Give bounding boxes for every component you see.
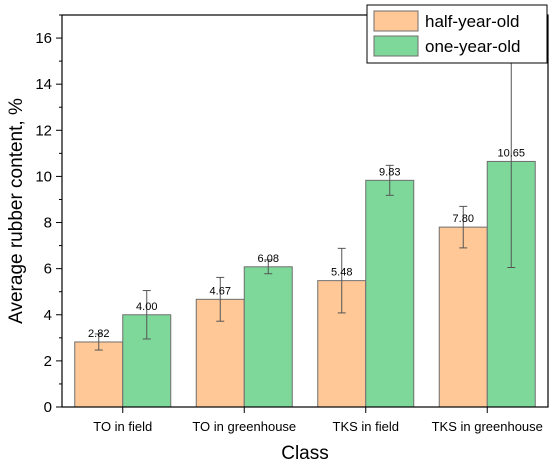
data-label-one-year-old-0: 4.00: [136, 301, 157, 313]
y-tick-label-8: 8: [44, 215, 52, 232]
data-label-one-year-old-2: 9.83: [379, 166, 400, 178]
value-labels-layer: 2.82 4.00 4.67 6.08 5.48 9.83 7.80 10.65: [88, 147, 525, 340]
data-label-half-year-old-2: 5.48: [331, 267, 352, 279]
y-axis-title: Average rubber content, %: [6, 98, 27, 324]
bar-one-year-old-1: [243, 266, 293, 408]
data-label-one-year-old-1: 6.08: [258, 253, 279, 265]
axes-layer: TO in field TO in greenhouse TKS in field T…: [35, 14, 549, 434]
legend-label-half-year-old: half-year-old: [425, 12, 520, 31]
plot-frame: [61, 14, 549, 408]
legend-label-one-year-old: one-year-old: [425, 37, 520, 56]
y-tick-label-4: 4: [44, 307, 52, 324]
x-tick-label-3: TKS in greenhouse: [432, 419, 543, 434]
y-tick-label-14: 14: [35, 76, 52, 93]
y-tick-label-16: 16: [35, 30, 52, 47]
x-tick-label-0: TO in field: [93, 419, 152, 434]
x-tick-label-1: TO in greenhouse: [192, 419, 296, 434]
legend-swatch-half-year-old: [373, 10, 419, 32]
legend-swatch-one-year-old: [373, 35, 419, 57]
bar-half-year-old-3: [438, 226, 488, 408]
x-axis-title: Class: [281, 443, 329, 464]
data-label-half-year-old-3: 7.80: [453, 213, 474, 225]
bars-layer: [74, 160, 536, 408]
y-tick-label-0: 0: [44, 399, 52, 416]
y-tick-label-12: 12: [35, 122, 52, 139]
bar-one-year-old-2: [365, 179, 415, 408]
bar-half-year-old-0: [74, 341, 124, 408]
legend: half-year-old one-year-old: [366, 4, 548, 64]
x-tick-label-2: TKS in field: [333, 419, 399, 434]
y-tick-label-2: 2: [44, 353, 52, 370]
data-label-half-year-old-1: 4.67: [210, 285, 231, 297]
data-label-one-year-old-3: 10.65: [497, 147, 525, 159]
data-label-half-year-old-0: 2.82: [88, 328, 109, 340]
error-bars-layer: [94, 54, 516, 351]
y-tick-label-6: 6: [44, 261, 52, 278]
y-tick-label-10: 10: [35, 168, 52, 185]
